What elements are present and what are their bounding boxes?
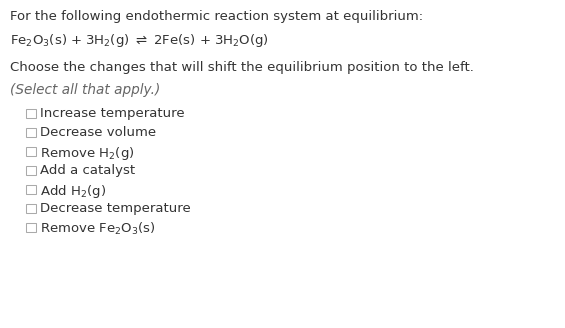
Bar	[26, 109, 36, 118]
Text: Fe$_2$O$_3$(s) + 3H$_2$(g) $\rightleftharpoons$ 2Fe(s) + 3H$_2$O(g): Fe$_2$O$_3$(s) + 3H$_2$(g) $\rightleftha…	[10, 32, 269, 49]
Bar	[26, 223, 36, 232]
Bar	[26, 204, 36, 213]
Text: Remove H$_2$(g): Remove H$_2$(g)	[40, 145, 134, 162]
Text: Decrease volume: Decrease volume	[40, 126, 156, 139]
Text: Decrease temperature: Decrease temperature	[40, 202, 191, 215]
Bar	[26, 128, 36, 137]
Text: Add H$_2$(g): Add H$_2$(g)	[40, 183, 106, 200]
Bar	[26, 166, 36, 175]
Text: Choose the changes that will shift the equilibrium position to the left.: Choose the changes that will shift the e…	[10, 61, 474, 73]
Text: Increase temperature: Increase temperature	[40, 107, 185, 120]
Bar	[26, 147, 36, 156]
Text: Add a catalyst: Add a catalyst	[40, 164, 135, 177]
Text: Remove Fe$_2$O$_3$(s): Remove Fe$_2$O$_3$(s)	[40, 221, 155, 237]
Bar	[26, 185, 36, 194]
Text: (Select all that apply.): (Select all that apply.)	[10, 83, 160, 97]
Text: For the following endothermic reaction system at equilibrium:: For the following endothermic reaction s…	[10, 10, 423, 23]
